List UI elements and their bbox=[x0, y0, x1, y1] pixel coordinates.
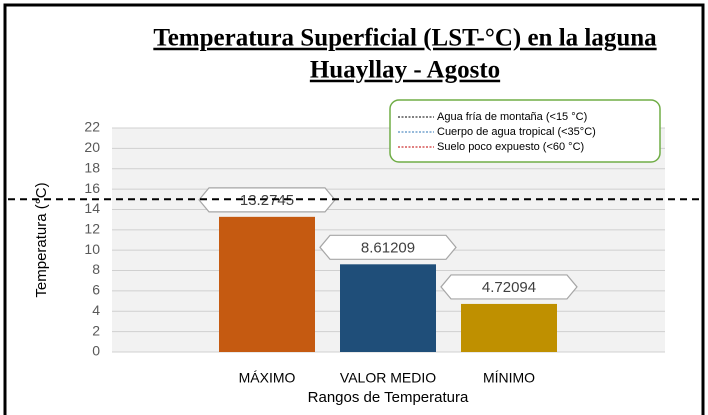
chart-title: Temperatura Superficial (LST-°C) en la l… bbox=[153, 25, 657, 52]
y-tick-label: 8 bbox=[92, 261, 100, 277]
y-tick-label: 0 bbox=[92, 343, 100, 359]
x-tick-label: MÁXIMO bbox=[239, 370, 296, 386]
legend-label: Suelo poco expuesto (<60 °C) bbox=[437, 141, 584, 153]
legend-label: Cuerpo de agua tropical (<35°C) bbox=[437, 126, 596, 138]
value-label: 13.2745 bbox=[240, 192, 294, 209]
x-axis-label: Rangos de Temperatura bbox=[308, 389, 469, 406]
x-tick-label: VALOR MEDIO bbox=[340, 370, 436, 386]
y-tick-label: 2 bbox=[92, 322, 100, 338]
y-axis-label: Temperatura (°C) bbox=[33, 182, 50, 297]
x-tick-label: MÍNIMO bbox=[483, 370, 535, 386]
value-label: 8.61209 bbox=[361, 239, 415, 256]
legend-label: Agua fría de montaña (<15 °C) bbox=[437, 111, 587, 123]
frame bbox=[3, 3, 705, 415]
y-tick-label: 12 bbox=[84, 221, 100, 237]
legend bbox=[389, 99, 661, 163]
y-tick-label: 4 bbox=[92, 302, 100, 318]
bar bbox=[340, 264, 436, 352]
value-label: 4.72094 bbox=[482, 279, 536, 296]
y-tick-label: 14 bbox=[84, 200, 100, 216]
y-tick-label: 10 bbox=[84, 241, 100, 257]
chart-title: Huayllay - Agosto bbox=[310, 57, 500, 84]
bar bbox=[219, 216, 315, 352]
value-label-box bbox=[319, 234, 457, 260]
y-tick-label: 18 bbox=[84, 159, 100, 175]
y-tick-label: 22 bbox=[84, 119, 100, 135]
bar bbox=[461, 303, 557, 352]
y-tick-label: 16 bbox=[84, 180, 100, 196]
value-label-box bbox=[440, 274, 578, 300]
y-tick-label: 20 bbox=[84, 139, 100, 155]
y-tick-label: 6 bbox=[92, 282, 100, 298]
